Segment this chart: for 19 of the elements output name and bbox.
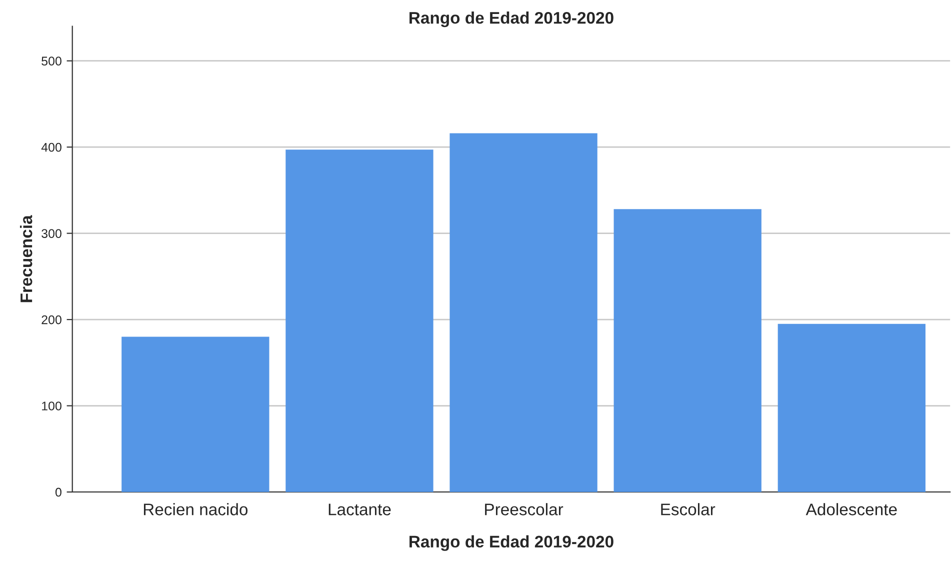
bar	[286, 150, 434, 492]
chart-title: Rango de Edad 2019-2020	[410, 12, 614, 28]
y-tick-label: 500	[42, 56, 62, 66]
x-tick-label: Lactante	[328, 504, 391, 516]
bar	[778, 324, 926, 492]
y-tick-label: 100	[42, 402, 62, 410]
x-tick-label: Escolar	[661, 503, 716, 516]
y-tick-label: 400	[41, 142, 62, 152]
bar	[450, 133, 598, 492]
x-axis-title: Rango de Edad 2019-2020	[410, 535, 614, 551]
x-tick-label: Recien nacido	[144, 503, 248, 516]
y-tick-label: 200	[42, 315, 62, 324]
x-tick-label: Adolescente	[806, 503, 897, 516]
y-tick-label: 300	[42, 229, 62, 238]
bar	[614, 209, 762, 492]
x-tick-label: Preescolar	[485, 503, 564, 516]
y-axis-title: Frecuencia	[20, 215, 32, 302]
y-tick-label: 0	[55, 488, 62, 497]
bar	[122, 336, 270, 492]
